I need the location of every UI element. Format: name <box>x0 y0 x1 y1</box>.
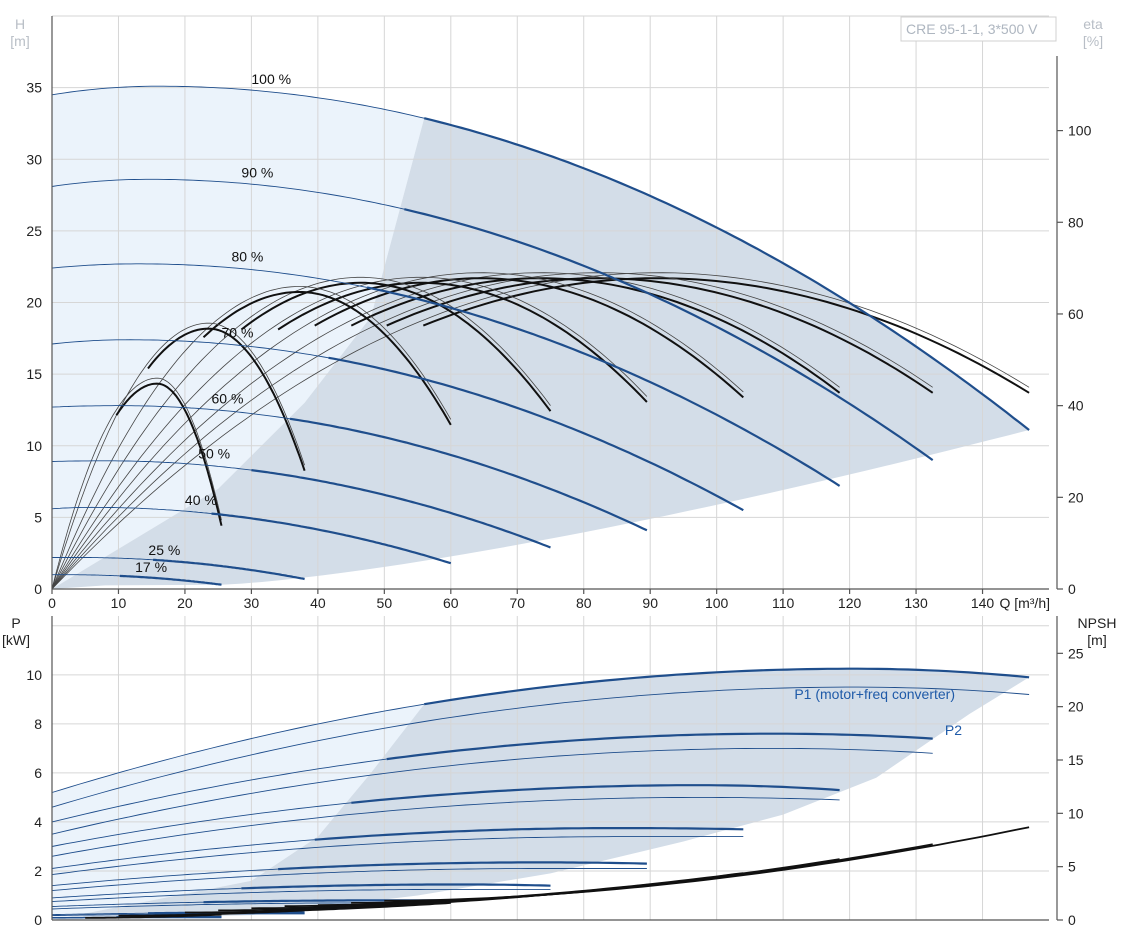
x-tick-label: 100 <box>705 595 729 611</box>
speed-label: 50 % <box>198 446 230 462</box>
x-tick-label: 70 <box>509 595 525 611</box>
x-tick-label: 80 <box>576 595 592 611</box>
p-tick-label: 2 <box>34 863 42 879</box>
y2-tick-label: 20 <box>1068 489 1084 505</box>
p-tick-label: 0 <box>34 912 42 928</box>
x-tick-label: 40 <box>310 595 326 611</box>
p-tick-label: 6 <box>34 765 42 781</box>
speed-label: 60 % <box>212 391 244 407</box>
y-axis-title-head: H[m] <box>10 16 29 49</box>
y2-tick-label: 100 <box>1068 123 1092 139</box>
y2-axis-title-eta-line: [%] <box>1083 33 1103 49</box>
p-tick-label: 8 <box>34 716 42 732</box>
y-tick-label: 5 <box>34 509 42 525</box>
speed-label: 100 % <box>251 71 291 87</box>
speed-label: 40 % <box>185 492 217 508</box>
p-tick-label: 4 <box>34 814 42 830</box>
y-axis-title-head-line: [m] <box>10 33 29 49</box>
y2-axis-title-npsh-line: NPSH <box>1078 615 1117 631</box>
y-tick-label: 30 <box>26 151 42 167</box>
y2-tick-label: 60 <box>1068 306 1084 322</box>
npsh-tick-label: 15 <box>1068 752 1084 768</box>
speed-label: 25 % <box>148 542 180 558</box>
speed-label: 17 % <box>135 559 167 575</box>
y2-axis-title-npsh: NPSH[m] <box>1078 615 1117 648</box>
p-tick-label: 10 <box>26 667 42 683</box>
x-tick-label: 120 <box>838 595 862 611</box>
x-tick-label: 0 <box>48 595 56 611</box>
npsh-tick-label: 20 <box>1068 699 1084 715</box>
y-tick-label: 0 <box>34 581 42 597</box>
y-axis-title-power: P[kW] <box>2 615 30 648</box>
y-tick-label: 20 <box>26 295 42 311</box>
y-axis-title-power-line: P <box>11 615 20 631</box>
y2-axis-title-eta: eta[%] <box>1083 16 1103 49</box>
series-label-p1: P1 (motor+freq converter) <box>794 686 955 702</box>
x-tick-label: 50 <box>377 595 393 611</box>
y2-axis-title-eta-line: eta <box>1083 16 1103 32</box>
y2-tick-label: 40 <box>1068 398 1084 414</box>
speed-label: 90 % <box>241 164 273 180</box>
x-tick-label: 10 <box>111 595 127 611</box>
x-tick-label: 130 <box>904 595 928 611</box>
speed-label: 80 % <box>231 249 263 265</box>
y2-axis-title-npsh-line: [m] <box>1087 632 1106 648</box>
product-label-box: CRE 95-1-1, 3*500 V <box>901 17 1056 41</box>
y-tick-label: 15 <box>26 366 42 382</box>
npsh-tick-label: 25 <box>1068 645 1084 661</box>
npsh-tick-label: 5 <box>1068 859 1076 875</box>
y2-tick-label: 0 <box>1068 581 1076 597</box>
product-label: CRE 95-1-1, 3*500 V <box>906 21 1038 37</box>
x-tick-label: 90 <box>642 595 658 611</box>
x-tick-label: 140 <box>971 595 995 611</box>
x-tick-label: 110 <box>772 595 795 611</box>
npsh-tick-label: 0 <box>1068 912 1076 928</box>
x-axis-title: Q [m³/h] <box>999 595 1050 611</box>
x-tick-label: 60 <box>443 595 459 611</box>
y2-tick-label: 80 <box>1068 214 1084 230</box>
x-tick-label: 30 <box>244 595 260 611</box>
speed-label: 70 % <box>221 325 253 341</box>
y-axis-title-power-line: [kW] <box>2 632 30 648</box>
y-tick-label: 25 <box>26 223 42 239</box>
y-tick-label: 10 <box>26 438 42 454</box>
npsh-tick-label: 10 <box>1068 805 1084 821</box>
x-tick-label: 20 <box>177 595 193 611</box>
y-tick-label: 35 <box>26 80 42 96</box>
y-axis-title-head-line: H <box>15 16 25 32</box>
series-label-p2: P2 <box>945 722 962 738</box>
